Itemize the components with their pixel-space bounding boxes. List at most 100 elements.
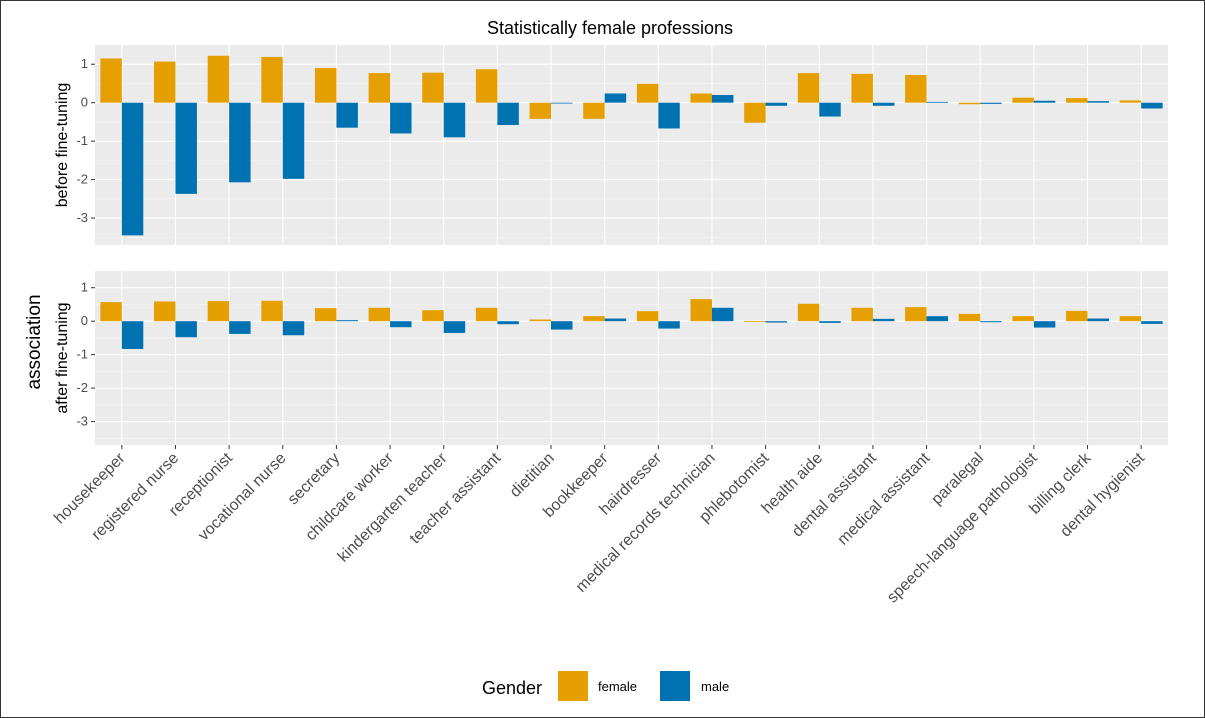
bar-male-bookkeeper [604, 318, 627, 322]
bar-male-paralegal [980, 321, 1002, 323]
bar-male-housekeeper [121, 321, 144, 349]
bar-male-dental-assistant [872, 102, 895, 106]
bar-female-hairdresser [636, 311, 659, 322]
bar-male-receptionist [229, 321, 251, 334]
panel-background [95, 271, 1168, 445]
x-tick-label: medical assistant [835, 449, 934, 548]
y-tick-label: -1 [76, 133, 88, 148]
bar-female-dental-hygienist [1119, 316, 1142, 322]
y-tick-label: -3 [76, 414, 88, 429]
bar-female-speech-language-pathologist [1012, 97, 1034, 103]
y-tick-label: 0 [81, 95, 88, 110]
chart-title: Statistically female professions [487, 18, 733, 38]
bar-female-paralegal [958, 102, 981, 105]
bar-female-vocational-nurse [261, 300, 283, 322]
facet-label-1: after fine-tuning [54, 302, 71, 413]
facet-panel-1: 1 0 -1 -2 -3 after fine-tuning [54, 270, 1168, 445]
bar-male-dental-hygienist [1141, 321, 1163, 324]
bar-female-health-aide [797, 73, 820, 103]
bar-male-teacher-assistant [497, 321, 519, 325]
bar-male-hairdresser [658, 321, 680, 329]
bar-male-billing-clerk [1087, 101, 1109, 103]
bar-female-dental-assistant [851, 307, 873, 322]
bar-female-dietitian [529, 102, 552, 119]
bar-female-housekeeper [100, 58, 122, 103]
legend: Gender female male [482, 671, 729, 701]
facet-label-0: before fine-tuning [54, 83, 71, 208]
bar-male-hairdresser [658, 102, 680, 129]
y-tick-label: -2 [76, 172, 88, 187]
bar-male-medical-assistant [926, 316, 949, 322]
bar-male-teacher-assistant [497, 102, 519, 125]
bar-male-paralegal [980, 102, 1002, 104]
bar-female-hairdresser [636, 83, 659, 103]
bar-female-bookkeeper [583, 316, 605, 322]
bar-male-registered-nurse [175, 321, 197, 338]
y-tick-label: 1 [81, 280, 88, 295]
bar-female-health-aide [797, 303, 820, 322]
bar-male-childcare-worker [390, 321, 412, 328]
bar-male-speech-language-pathologist [1033, 321, 1056, 328]
legend-label-male: male [701, 679, 729, 694]
bar-female-billing-clerk [1066, 310, 1088, 322]
bar-female-dental-hygienist [1119, 100, 1142, 103]
bar-male-medical-records-technician [711, 95, 734, 103]
bar-female-vocational-nurse [261, 56, 283, 103]
bar-female-dietitian [529, 319, 552, 322]
facet-panel-0: 1 0 -1 -2 -3 before fine-tuning [54, 44, 1168, 245]
y-tick-label: -1 [76, 347, 88, 362]
bar-male-childcare-worker [390, 102, 412, 134]
bar-male-dietitian [551, 102, 573, 104]
bar-female-receptionist [207, 55, 230, 103]
bar-male-kindergarten-teacher [443, 321, 466, 333]
y-tick-label: -3 [76, 210, 88, 225]
bar-male-secretary [336, 102, 358, 128]
bar-male-kindergarten-teacher [443, 102, 466, 138]
y-tick-label: 1 [81, 56, 88, 71]
facet-panels: 1 0 -1 -2 -3 before fine-tuning 1 0 -1 -2 -3 after … [54, 44, 1168, 445]
bar-female-phlebotomist [744, 321, 766, 322]
bar-male-phlebotomist [765, 321, 788, 323]
legend-swatch-female [558, 671, 588, 701]
legend-title: Gender [482, 678, 542, 698]
panel-background [95, 45, 1168, 245]
bar-female-kindergarten-teacher [422, 72, 444, 103]
bar-male-dietitian [551, 321, 573, 330]
bar-female-medical-assistant [905, 75, 927, 103]
bar-male-registered-nurse [175, 102, 197, 194]
bar-female-speech-language-pathologist [1012, 316, 1034, 322]
bar-female-medical-records-technician [690, 299, 712, 322]
bar-male-medical-assistant [926, 101, 949, 103]
bar-female-kindergarten-teacher [422, 310, 444, 322]
bar-female-phlebotomist [744, 102, 766, 123]
x-tick-label: teacher assistant [407, 449, 505, 547]
y-axis-label: association [24, 294, 45, 389]
bar-male-billing-clerk [1087, 318, 1109, 322]
bar-female-housekeeper [100, 302, 122, 322]
y-tick-label: 0 [81, 313, 88, 328]
bar-male-dental-assistant [872, 318, 895, 322]
bar-male-housekeeper [121, 102, 144, 236]
bar-male-dental-hygienist [1141, 102, 1163, 109]
bar-male-vocational-nurse [282, 102, 305, 179]
bar-male-speech-language-pathologist [1033, 100, 1056, 103]
bar-female-receptionist [207, 301, 230, 322]
bar-female-dental-assistant [851, 73, 873, 103]
bar-female-teacher-assistant [475, 69, 498, 103]
bar-male-health-aide [819, 321, 841, 323]
bar-male-medical-records-technician [711, 307, 734, 322]
legend-swatch-male [660, 671, 690, 701]
bar-female-bookkeeper [583, 102, 605, 119]
bar-male-phlebotomist [765, 102, 788, 106]
bar-male-health-aide [819, 102, 841, 117]
bar-female-secretary [314, 308, 337, 322]
bar-female-secretary [314, 68, 337, 103]
bar-female-registered-nurse [154, 61, 176, 103]
bar-female-registered-nurse [154, 301, 176, 322]
bar-female-teacher-assistant [475, 307, 498, 322]
bar-female-billing-clerk [1066, 98, 1088, 103]
bar-female-paralegal [958, 313, 981, 322]
bar-female-childcare-worker [368, 307, 391, 322]
